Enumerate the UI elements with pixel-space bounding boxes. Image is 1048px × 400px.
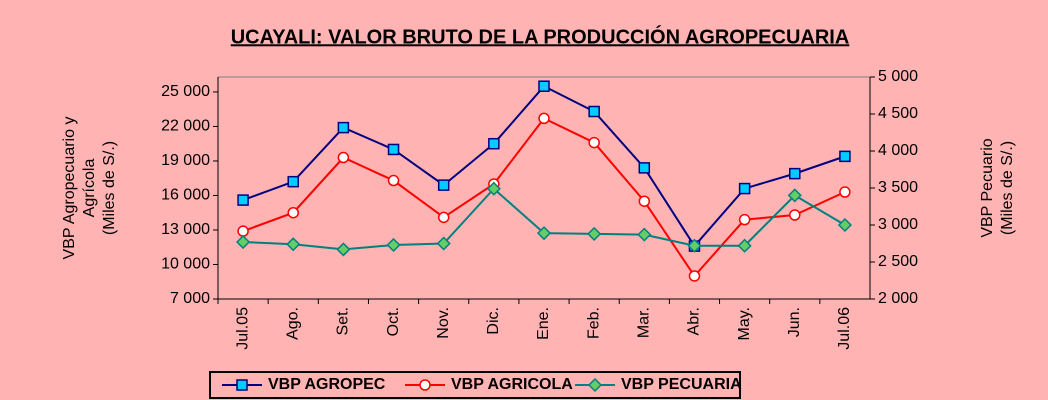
series-marker (287, 175, 299, 188)
y-tick-label: 19 000 (161, 152, 210, 169)
series-marker (286, 237, 301, 252)
legend-box (209, 371, 741, 399)
x-tick-label: Feb. (585, 307, 602, 339)
legend-label: VBP AGRICOLA (451, 376, 573, 393)
y-tick-label: 13 000 (161, 221, 210, 238)
y2-tick-label: 2 000 (878, 290, 918, 307)
series-marker (839, 150, 851, 163)
y2-tick-label: 4 000 (878, 142, 918, 159)
x-tick-label: May. (736, 307, 753, 340)
series-marker (337, 151, 350, 164)
series-marker (789, 167, 801, 180)
series-marker (236, 234, 251, 250)
x-tick-label: Ago. (284, 307, 301, 340)
series-marker (637, 227, 652, 242)
y-tick-label: 25 000 (161, 83, 210, 100)
series-marker (237, 225, 249, 237)
series-marker (638, 195, 651, 207)
series-marker (538, 112, 550, 125)
y2-tick-label: 3 000 (878, 216, 918, 233)
series-marker (387, 143, 400, 156)
x-tick-label: Jul.05 (234, 307, 251, 350)
x-tick-label: Dic. (485, 307, 502, 335)
series-marker (436, 236, 451, 251)
x-tick-label: Abr. (686, 307, 703, 335)
y-axis-label: VBP Agropecuario y (61, 117, 78, 260)
series-marker (789, 209, 801, 221)
y-axis-label: (Miles de S/.) (101, 141, 118, 235)
series-marker (488, 137, 500, 150)
y-tick-label: 22 000 (161, 118, 210, 135)
x-tick-label: Jun. (786, 307, 803, 337)
y-tick-label: 10 000 (161, 256, 210, 273)
series-marker (737, 238, 752, 253)
series-marker (437, 211, 450, 224)
chart-title: UCAYALI: VALOR BRUTO DE LA PRODUCCIÓN AG… (231, 24, 850, 48)
series-marker (738, 182, 751, 195)
y2-tick-label: 3 500 (878, 179, 918, 196)
series-marker (437, 179, 450, 191)
y2-tick-label: 4 500 (878, 105, 918, 122)
series-marker (839, 186, 851, 198)
legend-marker (587, 377, 603, 393)
series-marker (287, 206, 299, 219)
x-tick-label: Oct. (385, 307, 402, 336)
series-marker (638, 162, 651, 174)
series-marker (337, 121, 350, 134)
y2-axis-label: VBP Pecuario (979, 138, 996, 237)
series-marker (237, 194, 249, 206)
x-tick-label: Nov. (435, 307, 452, 339)
series-marker (536, 226, 552, 241)
y2-axis-label: (Miles de S/.) (999, 141, 1016, 235)
series-marker (486, 181, 501, 196)
series-marker (386, 237, 401, 253)
x-tick-label: Mar. (636, 307, 653, 338)
y2-tick-label: 2 500 (878, 253, 918, 270)
series-marker (738, 213, 751, 226)
x-tick-label: Jul.06 (836, 307, 853, 350)
series-marker (587, 226, 602, 241)
series-marker (588, 105, 600, 118)
series-marker (787, 188, 802, 203)
y2-tick-label: 5 000 (878, 68, 918, 85)
series-marker (538, 80, 550, 92)
y-tick-label: 7 000 (170, 290, 210, 307)
legend-label: VBP AGROPEC (268, 376, 386, 393)
x-tick-label: Set. (335, 307, 352, 335)
y-tick-label: 16 000 (161, 187, 210, 204)
x-tick-label: Ene. (535, 307, 552, 340)
y-axis-label: Agrícola (81, 159, 98, 218)
series-marker (336, 242, 351, 257)
series-marker (588, 136, 600, 149)
series-marker (688, 270, 701, 282)
series-marker (387, 174, 400, 187)
legend-marker (419, 379, 431, 391)
series-marker (837, 217, 852, 233)
legend-label: VBP PECUARIA (621, 376, 742, 393)
legend-marker (236, 379, 248, 391)
series-marker (687, 238, 702, 253)
